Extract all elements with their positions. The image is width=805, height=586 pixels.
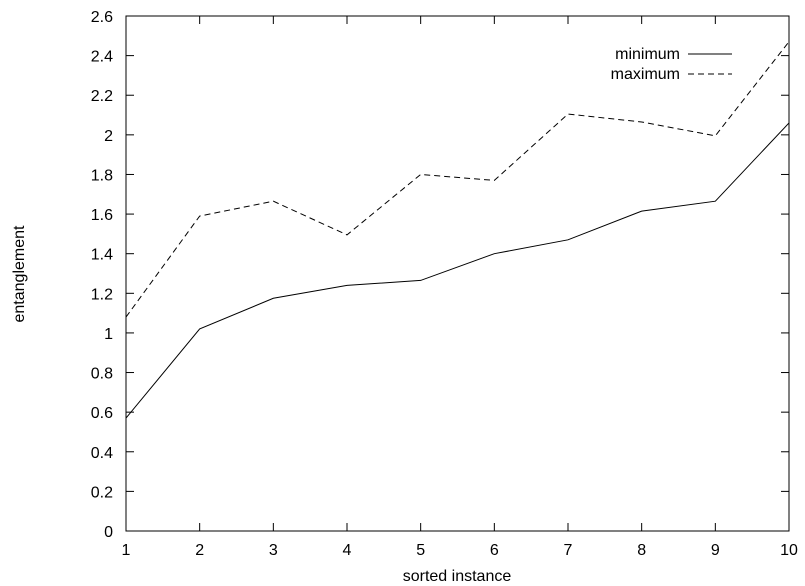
y-tick-label: 1.2 bbox=[91, 286, 113, 303]
x-axis-label: sorted instance bbox=[403, 568, 512, 585]
y-tick-label: 0.6 bbox=[91, 405, 113, 422]
x-tick-label: 2 bbox=[195, 542, 204, 559]
x-tick-label: 6 bbox=[490, 542, 499, 559]
y-axis: 0 0.2 0.4 0.6 0.8 1 1.2 1.4 1.6 1.8 2 2.2 2.4 2.6 bbox=[91, 9, 789, 541]
y-tick-label: 1.8 bbox=[91, 167, 113, 184]
x-tick-label: 5 bbox=[416, 542, 425, 559]
series-line-maximum bbox=[125, 41, 790, 318]
y-tick-label: 2.6 bbox=[91, 9, 113, 26]
y-tick-label: 2 bbox=[104, 128, 113, 145]
x-tick-label: 3 bbox=[269, 542, 278, 559]
x-tick-label: 1 bbox=[122, 542, 131, 559]
series-line-minimum bbox=[125, 122, 790, 419]
x-tick-label: 10 bbox=[780, 542, 798, 559]
y-tick-label: 1.6 bbox=[91, 207, 113, 224]
x-tick-label: 8 bbox=[637, 542, 646, 559]
legend-label: minimum bbox=[615, 46, 680, 63]
y-axis-label: entanglement bbox=[11, 225, 28, 323]
x-tick-label: 4 bbox=[343, 542, 352, 559]
y-tick-label: 0.2 bbox=[91, 484, 113, 501]
y-tick-label: 2.2 bbox=[91, 88, 113, 105]
x-axis: 1 2 3 4 5 6 7 8 9 10 bbox=[122, 16, 798, 559]
legend-label: maximum bbox=[611, 66, 680, 83]
x-tick-label: 9 bbox=[711, 542, 720, 559]
x-tick-label: 7 bbox=[564, 542, 573, 559]
series-group bbox=[125, 41, 790, 419]
y-tick-label: 0.8 bbox=[91, 366, 113, 383]
y-tick-label: 1 bbox=[104, 326, 113, 343]
y-tick-label: 0 bbox=[104, 524, 113, 541]
y-tick-label: 1.4 bbox=[91, 247, 113, 264]
y-tick-label: 2.4 bbox=[91, 49, 113, 66]
y-tick-label: 0.4 bbox=[91, 445, 113, 462]
legend: minimum maximum bbox=[611, 46, 732, 83]
plot-frame bbox=[125, 15, 790, 532]
